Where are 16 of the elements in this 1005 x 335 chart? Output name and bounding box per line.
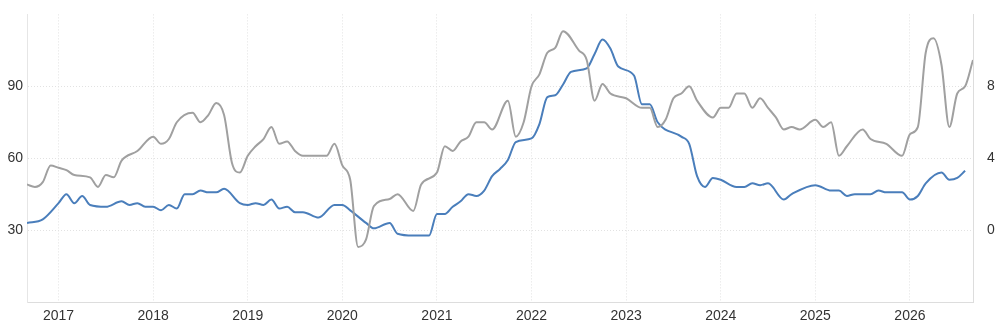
y-tick-label: 30	[7, 220, 24, 237]
y2-tick-label: 4	[987, 149, 995, 166]
x-tick-label: 2025	[799, 307, 832, 324]
y2-tick-label: 0	[987, 220, 995, 237]
x-tick-label: 2024	[705, 307, 737, 324]
x-tick-label: 2020	[326, 307, 359, 324]
x-tick-label: 2018	[137, 307, 169, 324]
y-tick-label: 90	[7, 77, 24, 94]
x-tick-label: 2022	[515, 307, 548, 324]
x-tick-label: 2026	[894, 307, 926, 324]
y2-tick-label: 8	[987, 77, 995, 94]
x-tick-label: 2019	[232, 307, 264, 324]
y-tick-label: 60	[7, 149, 24, 166]
x-tick-label: 2017	[42, 307, 75, 324]
x-tick-label: 2021	[421, 307, 453, 324]
x-tick-label: 2023	[610, 307, 642, 324]
